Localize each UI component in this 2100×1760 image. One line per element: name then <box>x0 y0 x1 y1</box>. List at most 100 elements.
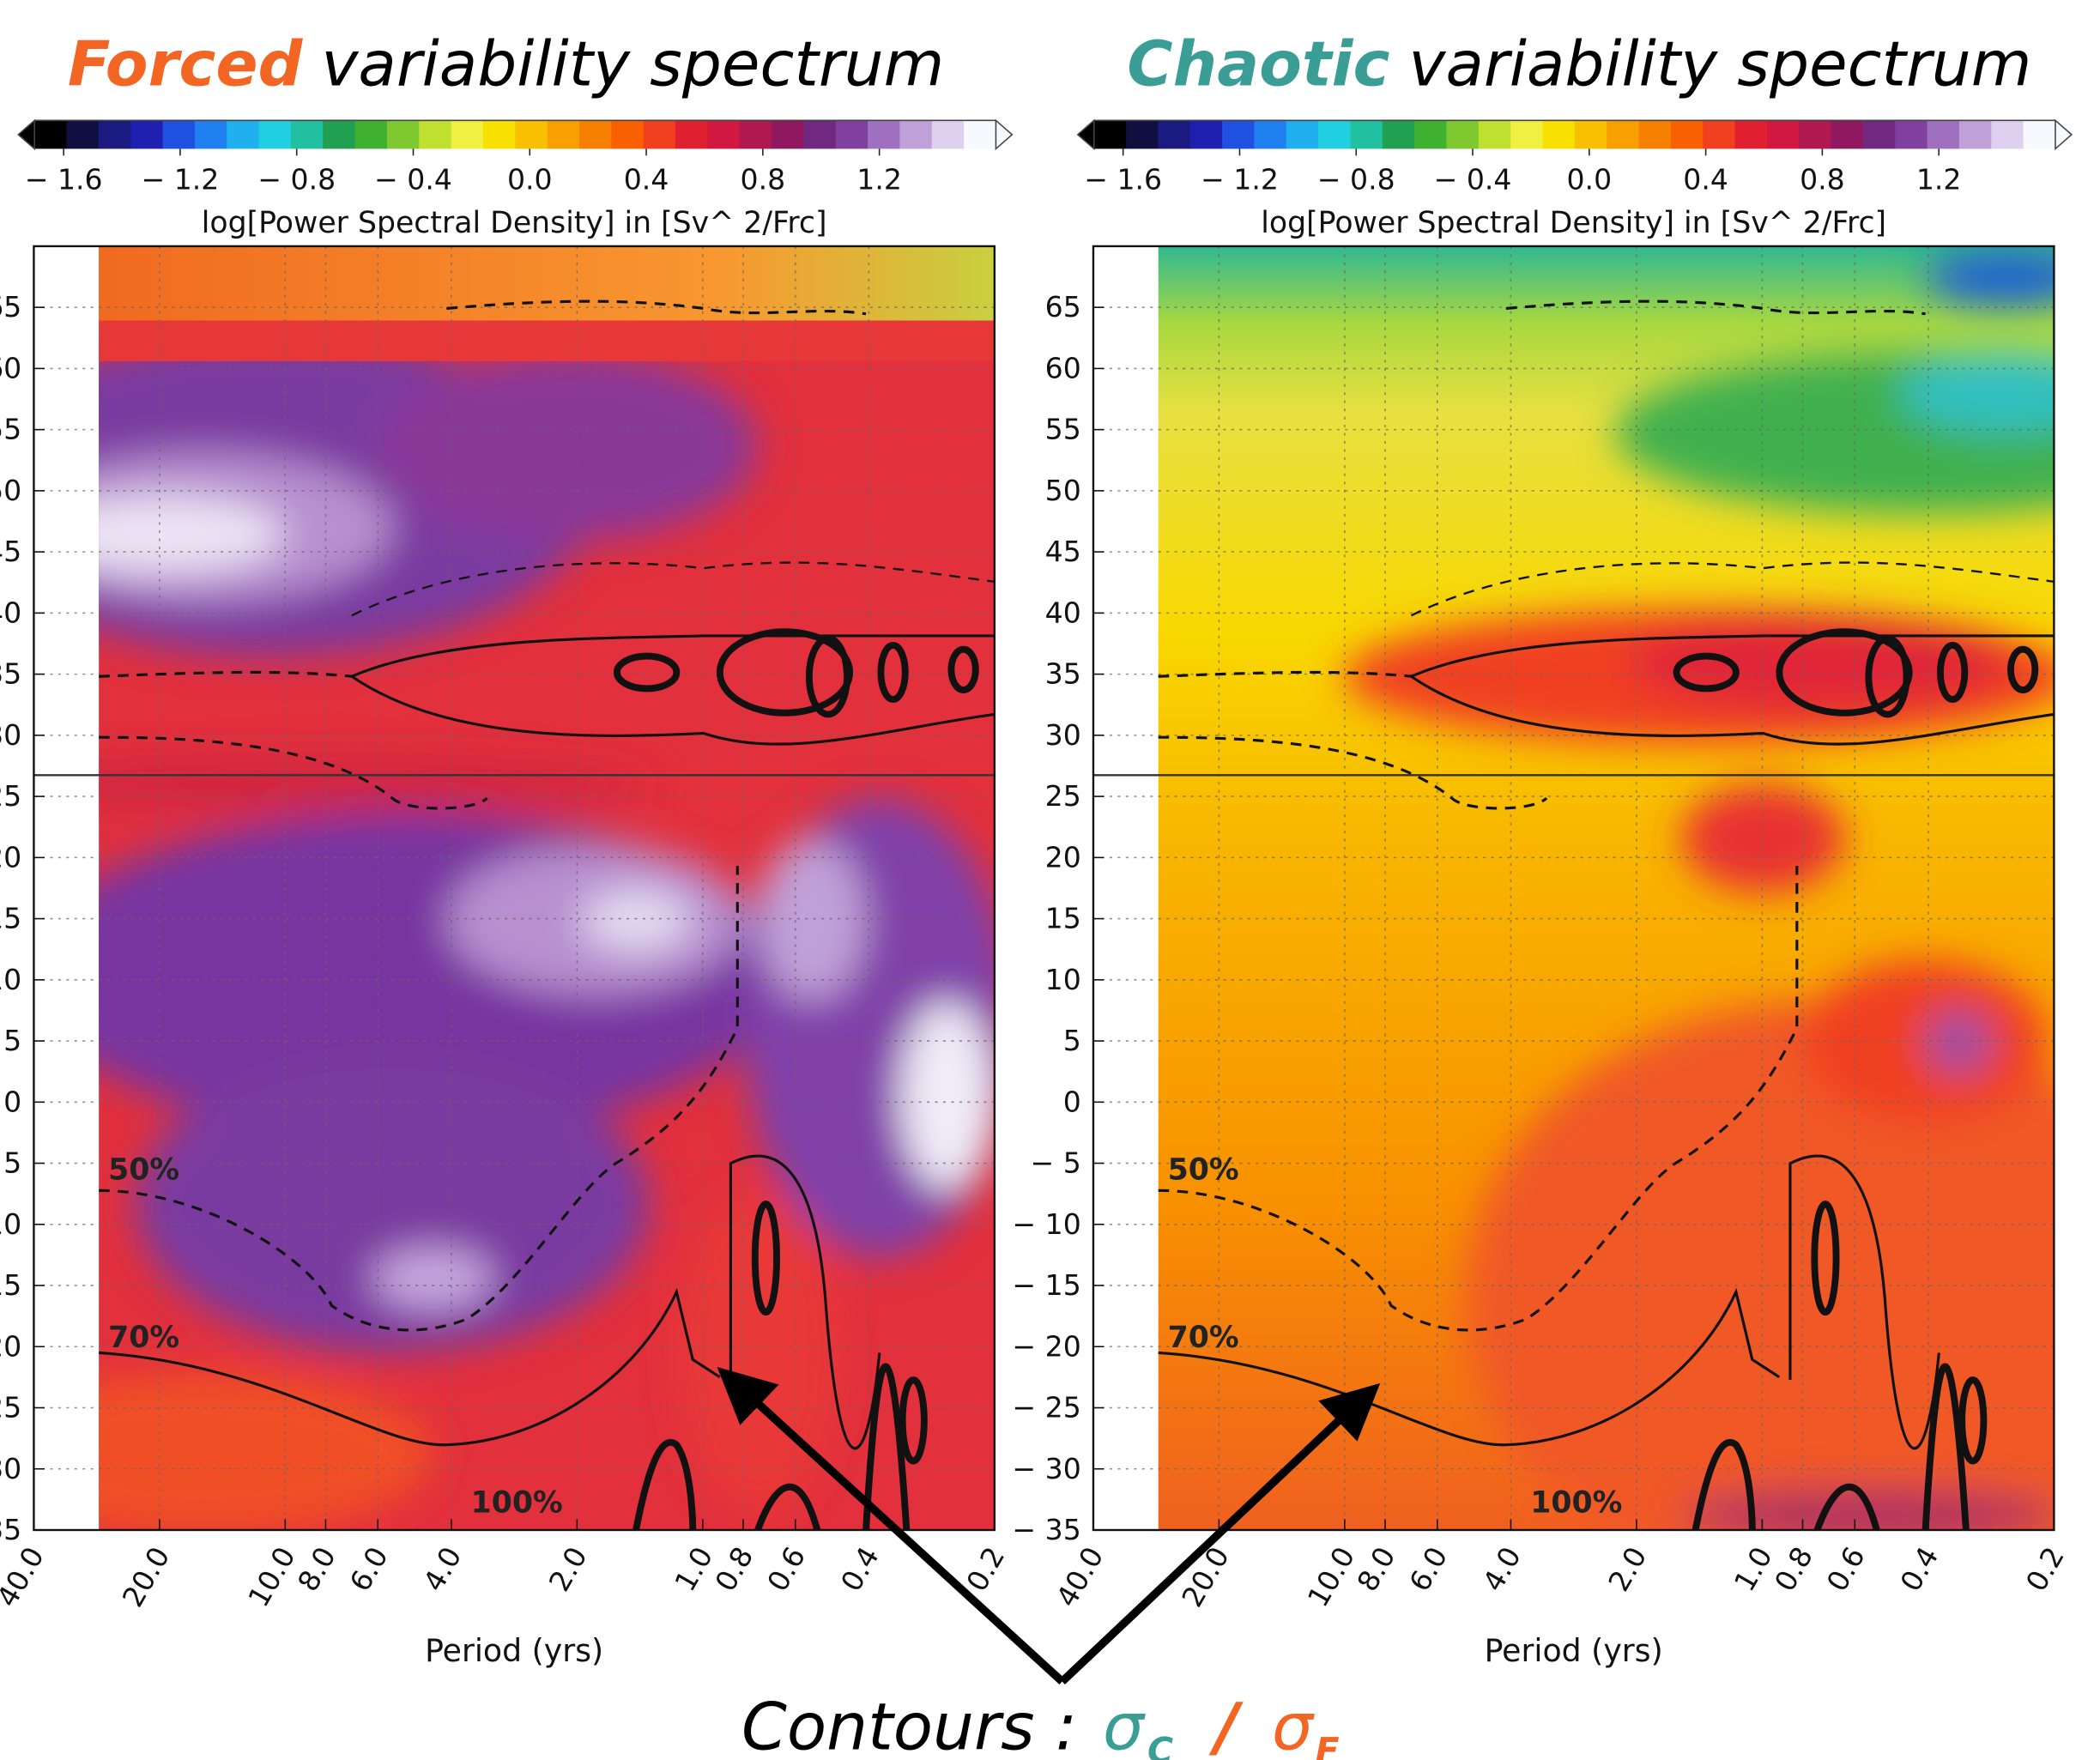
colorbar-swatch <box>323 120 356 149</box>
colorbar-label: log[Power Spectral Density] in [Sv^ 2/Fr… <box>202 206 827 240</box>
x-tick-label: 2.0 <box>542 1541 594 1597</box>
colorbar-swatch <box>66 120 100 149</box>
x-axis-label: Period (yrs) <box>1485 1632 1663 1669</box>
colorbar-swatch <box>1093 120 1127 149</box>
colorbar-swatch <box>1991 120 2024 149</box>
heatmap-region <box>1681 784 1845 893</box>
colorbar-swatch <box>1286 120 1319 149</box>
contour-line <box>99 865 739 1332</box>
caption: Contours : σ C / σ F <box>741 1689 1340 1760</box>
x-tick-label: 4.0 <box>1476 1541 1528 1597</box>
sigma-c: σ <box>1103 1689 1146 1760</box>
arrow-head <box>1318 1382 1381 1442</box>
y-tick-label: − 15 <box>1012 1268 1080 1302</box>
y-tick-label: 20 <box>0 840 21 874</box>
colorbar-swatch <box>482 120 517 149</box>
contour-label: 100% <box>471 1486 563 1521</box>
heatmap-region <box>899 1001 995 1191</box>
x-tick-label: 0.2 <box>959 1541 1011 1597</box>
colorbar-swatch <box>675 120 709 149</box>
x-tick-label: 40.0 <box>0 1541 51 1612</box>
colorbar-swatch <box>1862 120 1897 149</box>
contour-line <box>1158 865 1799 1332</box>
arrows <box>717 1366 1381 1685</box>
colorbar-swatch <box>707 120 741 149</box>
arrow-line <box>744 1390 1065 1685</box>
heatmap-region <box>1925 1007 1994 1076</box>
y-tick-label: − 30 <box>1012 1452 1080 1485</box>
contour-line <box>99 1287 721 1447</box>
colorbar-swatch <box>1766 120 1800 149</box>
colorbar-swatch <box>290 120 324 149</box>
heatmap-region <box>581 890 691 950</box>
heatmap-field <box>99 331 995 1530</box>
x-tick-label: 2.0 <box>1601 1541 1653 1597</box>
contour-loop <box>1958 1376 1988 1465</box>
colorbar-swatch <box>1478 120 1511 149</box>
colorbar-swatch <box>1189 120 1223 149</box>
contour-line <box>351 561 995 617</box>
y-tick-label: 35 <box>1045 657 1081 691</box>
colorbar-swatch <box>1446 120 1480 149</box>
contour-loop <box>877 642 909 703</box>
colorbar-tick-label: 1.2 <box>856 163 902 197</box>
panel-title: Forced variability spectrum <box>68 28 944 100</box>
y-tick-label: − 5 <box>0 1146 21 1180</box>
contour-loop <box>1673 652 1740 693</box>
colorbar-swatch <box>1414 120 1448 149</box>
x-tick-label: 0.6 <box>1820 1541 1872 1597</box>
contour-line <box>729 1154 881 1450</box>
arrow-line <box>1059 1406 1353 1685</box>
x-tick-label: 0.4 <box>1893 1541 1945 1597</box>
colorbar-swatch <box>611 120 645 149</box>
colorbar-tick-label: − 1.2 <box>141 163 219 197</box>
colorbar-swatch <box>194 120 228 149</box>
contour-loop <box>1937 642 1969 703</box>
heatmap-region <box>757 838 867 1001</box>
y-tick-label: − 25 <box>1012 1391 1080 1424</box>
contours <box>1158 299 2055 1530</box>
heatmap-region <box>1898 351 2055 433</box>
y-tick-label: 40 <box>1045 596 1081 629</box>
colorbar-swatch <box>1222 120 1256 149</box>
colorbar-arrow <box>17 118 35 151</box>
x-tick-label: 6.0 <box>1402 1541 1454 1597</box>
y-tick-label: 0 <box>1063 1085 1081 1118</box>
y-tick-label: 15 <box>0 902 21 935</box>
colorbar-swatch <box>386 120 421 149</box>
y-tick-label: 55 <box>1045 413 1081 446</box>
colorbar-swatch <box>1734 120 1768 149</box>
colorbar-swatch <box>1510 120 1544 149</box>
heatmap-region <box>99 1373 433 1530</box>
title-highlight: Chaotic <box>1127 28 1389 100</box>
colorbar-swatch <box>130 120 164 149</box>
y-tick-label: 25 <box>0 779 21 813</box>
contour-loop <box>614 652 681 693</box>
y-tick-label: − 30 <box>0 1452 21 1485</box>
y-tick-label: − 20 <box>1012 1329 1080 1363</box>
contour-line <box>99 670 353 678</box>
contour-label: 70% <box>108 1321 179 1355</box>
contour-line <box>446 299 867 316</box>
x-tick-label: 0.8 <box>708 1541 760 1597</box>
caption-label: Contours : <box>741 1689 1077 1760</box>
colorbar-swatch <box>515 120 548 149</box>
heatmap <box>99 245 995 1530</box>
x-tick-label: 0.2 <box>2019 1541 2071 1597</box>
contour-loop <box>947 645 979 693</box>
caption-slash: / <box>1208 1689 1244 1760</box>
colorbar-tick-label: − 1.6 <box>25 163 103 197</box>
colorbar-arrow <box>1076 118 1095 151</box>
contour-line <box>1410 634 2055 746</box>
colorbar-swatch <box>772 120 805 149</box>
y-tick-label: − 20 <box>0 1329 21 1363</box>
contour-line <box>1505 299 1926 316</box>
colorbar-swatch <box>643 120 676 149</box>
y-tick-label: 0 <box>3 1085 21 1118</box>
colorbar-swatch <box>739 120 772 149</box>
colorbar-swatch <box>579 120 613 149</box>
panel-title: Chaotic variability spectrum <box>1127 28 2031 100</box>
contours <box>99 299 995 1530</box>
colorbar-tick-label: 0.8 <box>741 163 786 197</box>
y-tick-label: 65 <box>0 290 21 324</box>
